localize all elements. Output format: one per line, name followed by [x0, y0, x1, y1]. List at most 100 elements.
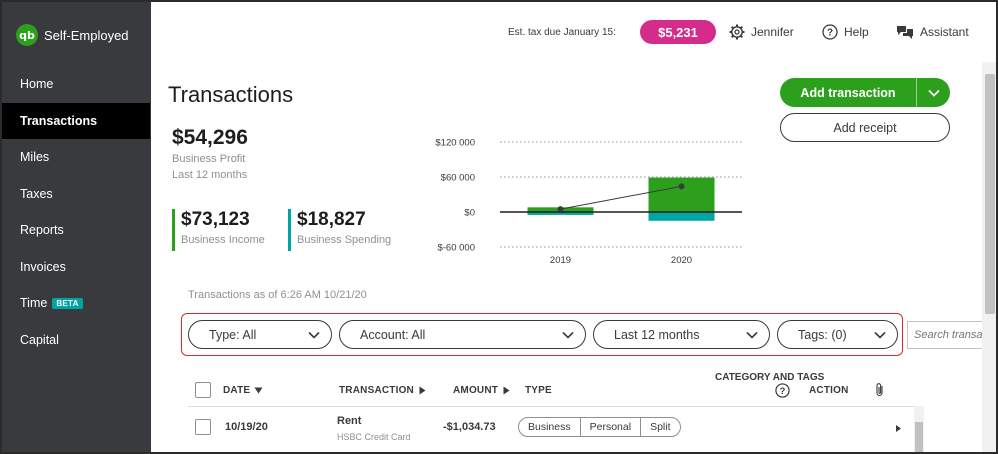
chevron-down-icon [308, 331, 320, 339]
page-scroll-thumb[interactable] [985, 74, 995, 314]
sidebar-item-taxes[interactable]: Taxes [2, 176, 150, 213]
help-label: Help [844, 25, 869, 39]
y-tick-label: $0 [464, 208, 475, 219]
sidebar-item-invoices[interactable]: Invoices [2, 249, 150, 286]
sidebar: qb Self-Employed Home Transactions Miles… [2, 2, 150, 452]
y-tick-label: $60 000 [441, 173, 475, 184]
type-business-option[interactable]: Business [528, 421, 571, 433]
period-filter-label: Last 12 months [614, 327, 700, 342]
column-header-date[interactable]: DATE [223, 385, 263, 396]
column-header-amount[interactable]: AMOUNT [453, 385, 510, 396]
chevron-down-icon [746, 331, 758, 339]
column-header-transaction[interactable]: TRANSACTION [339, 385, 426, 396]
page-title: Transactions [168, 82, 294, 107]
row-expand-icon[interactable] [896, 425, 901, 432]
row-account: HSBC Credit Card [337, 432, 411, 442]
business-income-metric: $73,123 Business Income [172, 209, 265, 251]
column-header-label: AMOUNT [453, 385, 499, 396]
help-icon: ? [822, 24, 838, 40]
chart-bar-0 [648, 177, 715, 212]
tags-filter[interactable]: Tags: (0) [777, 320, 898, 349]
x-tick-label: 2020 [671, 255, 692, 266]
chart-bar-1 [527, 212, 594, 215]
tags-filter-label: Tags: (0) [798, 327, 847, 342]
type-filter[interactable]: Type: All [188, 320, 332, 349]
table-scroll-thumb[interactable] [915, 422, 923, 452]
business-profit-period: Last 12 months [172, 169, 248, 181]
add-transaction-dropdown[interactable] [916, 78, 950, 107]
gear-icon [729, 24, 745, 40]
account-filter[interactable]: Account: All [339, 320, 586, 349]
business-spending-label: Business Spending [297, 234, 392, 246]
sidebar-nav: Home Transactions Miles Taxes Reports In… [2, 66, 150, 358]
caret-right-icon [503, 386, 510, 395]
sidebar-item-label: Transactions [20, 113, 98, 128]
sidebar-item-home[interactable]: Home [2, 66, 150, 103]
search-input[interactable] [907, 321, 987, 349]
business-profit-amount: $54,296 [172, 126, 248, 149]
sidebar-item-label: Taxes [20, 186, 53, 201]
sort-down-icon [254, 387, 263, 394]
chart-profit-line [560, 185, 682, 210]
type-split-option[interactable]: Split [640, 418, 679, 436]
est-tax-amount-button[interactable]: $5,231 [640, 20, 716, 44]
sidebar-item-label: Reports [20, 223, 64, 238]
chat-bubbles-icon [897, 26, 913, 39]
add-receipt-button[interactable]: Add receipt [780, 113, 950, 142]
chart-profit-point [557, 206, 564, 213]
sidebar-item-miles[interactable]: Miles [2, 139, 150, 176]
sidebar-item-capital[interactable]: Capital [2, 322, 150, 359]
business-income-label: Business Income [181, 234, 265, 246]
brand[interactable]: qb Self-Employed [16, 24, 129, 46]
sidebar-item-label: Invoices [20, 259, 66, 274]
help-icon[interactable]: ? [775, 383, 790, 398]
chevron-down-icon [874, 331, 886, 339]
user-name: Jennifer [751, 25, 794, 39]
filter-bar-highlight [181, 313, 903, 356]
beta-badge: BETA [52, 297, 83, 309]
sidebar-item-label: Miles [20, 150, 50, 165]
sidebar-divider [150, 2, 151, 452]
est-tax-label: Est. tax due January 15: [508, 27, 616, 38]
column-header-label: ACTION [809, 385, 849, 396]
svg-text:?: ? [827, 28, 833, 39]
chart-profit-point [678, 183, 685, 190]
column-header-label: DATE [223, 385, 251, 396]
sidebar-item-transactions[interactable]: Transactions [2, 102, 150, 139]
row-checkbox[interactable] [195, 419, 211, 435]
brand-name: Self-Employed [44, 27, 129, 43]
row-date: 10/19/20 [225, 421, 268, 433]
add-transaction-button[interactable]: Add transaction [780, 78, 950, 107]
row-type-selector: Business Personal Split [518, 417, 681, 437]
paperclip-icon [876, 383, 883, 397]
column-header-action: ACTION [809, 385, 849, 396]
column-header-label: TRANSACTION [339, 385, 414, 396]
chevron-down-icon [562, 331, 574, 339]
business-income-amount: $73,123 [181, 209, 250, 230]
sidebar-item-reports[interactable]: Reports [2, 212, 150, 249]
help-button[interactable]: ? Help [822, 24, 869, 40]
quickbooks-logo-icon: qb [16, 24, 38, 46]
y-tick-label: $120 000 [435, 138, 475, 149]
transactions-as-of: Transactions as of 6:26 AM 10/21/20 [188, 289, 367, 301]
column-header-label: TYPE [525, 385, 552, 396]
business-spending-metric: $18,827 Business Spending [288, 209, 391, 251]
period-filter[interactable]: Last 12 months [593, 320, 770, 349]
chevron-down-icon [927, 89, 940, 97]
sidebar-item-label: Capital [20, 332, 59, 347]
sidebar-item-time[interactable]: Time BETA [2, 285, 150, 322]
add-transaction-label: Add transaction [800, 85, 896, 100]
top-bar: Est. tax due January 15: $5,231 Jennifer… [150, 2, 980, 62]
chart-bar-1 [648, 212, 715, 221]
account-filter-label: Account: All [360, 327, 426, 342]
assistant-button[interactable]: Assistant [896, 24, 969, 40]
assistant-label: Assistant [920, 25, 969, 39]
sidebar-item-label: Time [20, 296, 48, 311]
business-spending-amount: $18,827 [297, 209, 366, 230]
row-payee[interactable]: Rent [337, 415, 362, 427]
business-profit-label: Business Profit [172, 153, 246, 165]
type-personal-option[interactable]: Personal [579, 418, 640, 436]
user-menu[interactable]: Jennifer [729, 24, 794, 40]
select-all-checkbox[interactable] [195, 382, 211, 398]
